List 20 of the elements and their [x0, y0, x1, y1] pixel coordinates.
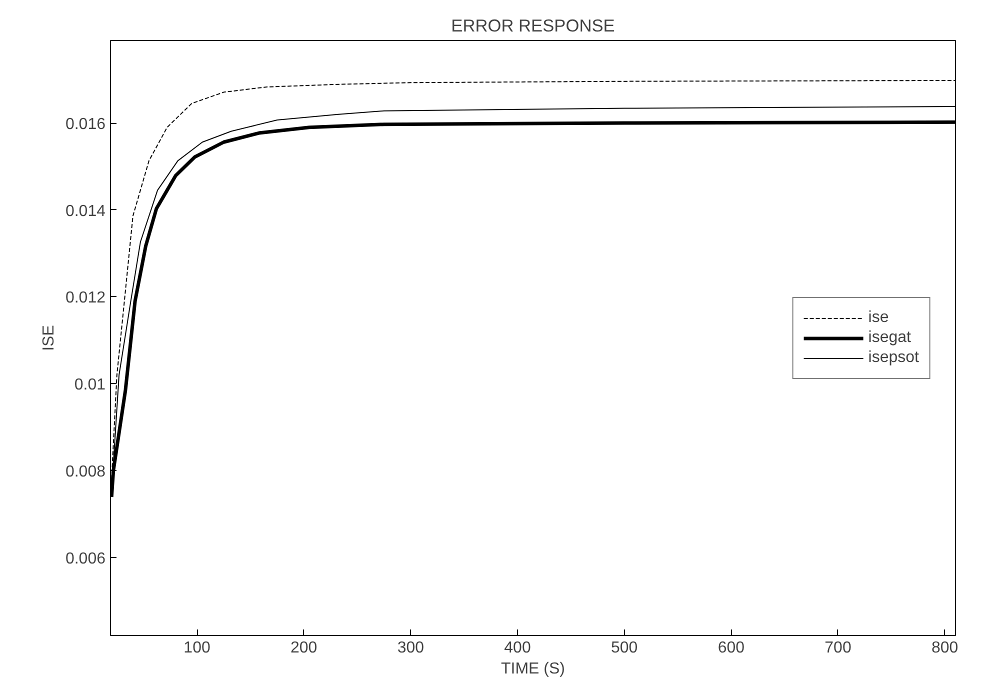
y-tick-label: 0.012 [65, 290, 106, 307]
x-tick-label: 700 [824, 640, 852, 656]
y-tick-label: 0.014 [65, 202, 106, 220]
x-tick-label: 100 [184, 640, 210, 656]
x-tick-label: 200 [290, 640, 318, 656]
chart-title: ERROR RESPONSE [451, 16, 615, 36]
y-tick-label: 0.016 [65, 116, 106, 134]
legend-label: ise [868, 308, 889, 326]
x-tick-label: 400 [504, 640, 531, 656]
y-axis-title: ISE [40, 325, 58, 351]
x-tick-label: 500 [610, 640, 638, 656]
x-tick-label: 600 [718, 640, 745, 656]
x-axis-title: TIME (S) [501, 660, 566, 678]
y-tick-label: 0.008 [65, 463, 106, 480]
x-tick-label: 300 [397, 640, 424, 656]
y-tick-label: 0.01 [74, 376, 106, 394]
x-tick-label: 800 [931, 640, 958, 656]
legend-label: isepsot [868, 348, 919, 366]
y-tick-label: 0.006 [65, 550, 106, 568]
legend-label: isegat [868, 328, 911, 346]
